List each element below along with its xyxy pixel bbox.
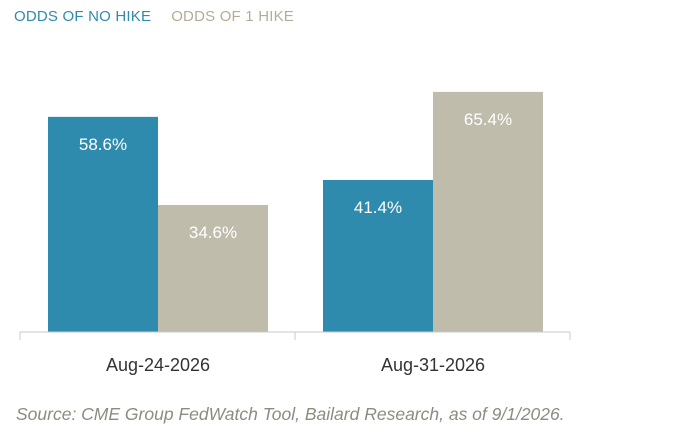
bar-no-hike-2 [323,180,433,332]
legend-item-one-hike: ODDS OF 1 HIKE [171,7,295,25]
source-note: Source: CME Group FedWatch Tool, Bailard… [16,404,565,424]
data-label-one-hike-1: 34.6% [189,223,237,242]
data-label-no-hike-2: 41.4% [354,198,402,217]
legend-item-no-hike: ODDS OF NO HIKE [14,7,152,25]
bar-chart: 58.6% 34.6% 41.4% 65.4% Aug-24-2026 Aug-31-20… [19,91,571,375]
bar-one-hike-2 [433,91,543,332]
data-label-one-hike-2: 65.4% [464,110,512,129]
bar-no-hike-1 [48,116,158,333]
category-label-2: Aug-31-2026 [381,355,485,375]
data-label-no-hike-1: 58.6% [79,135,127,154]
legend: ODDS OF NO HIKE ODDS OF 1 HIKE [14,6,314,26]
category-label-1: Aug-24-2026 [106,355,210,375]
bar-one-hike-1 [158,204,268,332]
